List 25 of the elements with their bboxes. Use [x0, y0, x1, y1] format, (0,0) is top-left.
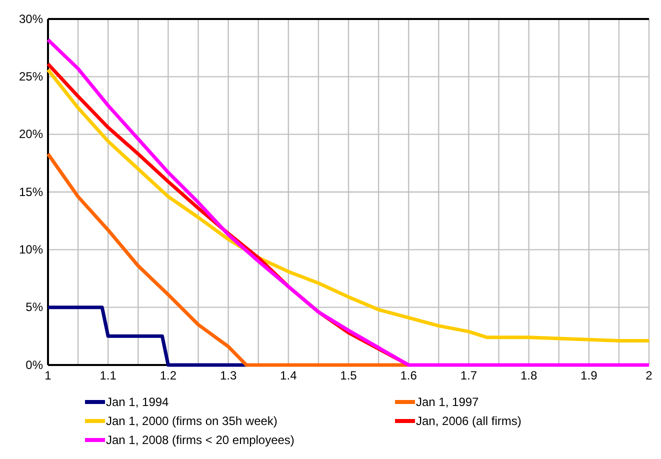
legend-label: Jan, 2006 (all firms): [416, 414, 522, 428]
legend-label: Jan 1, 1994: [106, 395, 170, 410]
y-tick-label: 20%: [18, 127, 44, 142]
y-tick-label: 25%: [18, 70, 44, 84]
x-tick-label: 1: [44, 368, 52, 383]
x-tick-label: 1.8: [520, 368, 538, 383]
x-tick-label: 1.6: [400, 368, 418, 383]
y-tick-label: 10%: [18, 242, 44, 257]
legend-label: Jan 1, 1997: [416, 395, 480, 410]
y-tick-label: 30%: [18, 12, 44, 26]
line-series: [46, 152, 410, 367]
y-tick-label: 5%: [26, 300, 44, 314]
line-series: [46, 68, 651, 343]
x-tick-label: 1.7: [460, 368, 478, 383]
x-tick-label: 1.9: [580, 368, 598, 383]
y-tick-label: 15%: [18, 184, 44, 199]
x-tick-label: 2: [646, 368, 653, 383]
x-tick-label: 1.4: [280, 368, 298, 383]
legend-label: Jan 1, 2000 (firms on 35h week): [106, 414, 278, 428]
x-tick-label: 1.1: [100, 368, 117, 383]
x-tick-label: 1.2: [160, 368, 177, 383]
y-tick-label: 0%: [26, 358, 44, 372]
x-tick-label: 1.5: [340, 368, 358, 383]
x-tick-label: 1.3: [220, 368, 237, 383]
legend-label: Jan 1, 2008 (firms < 20 employees): [106, 433, 294, 448]
